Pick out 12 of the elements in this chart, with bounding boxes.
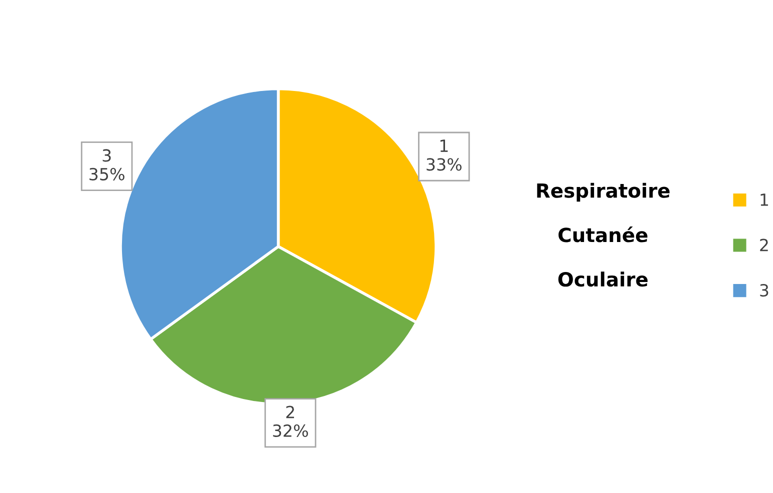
text: Oculaire xyxy=(558,272,648,287)
slice-label: 3 xyxy=(102,149,111,162)
legend-label: 1 xyxy=(760,194,768,206)
legend-label: 2 xyxy=(760,238,768,252)
data-label: 35% xyxy=(90,168,124,180)
data-label: 33% xyxy=(426,158,462,171)
legend-label: 3 xyxy=(760,284,768,297)
text: Cutanée xyxy=(558,226,648,242)
slice-label: 1 xyxy=(440,140,448,152)
text: Respiratoire xyxy=(537,182,670,202)
data-label: 32% xyxy=(273,424,308,438)
slice-label: 2 xyxy=(286,406,294,418)
